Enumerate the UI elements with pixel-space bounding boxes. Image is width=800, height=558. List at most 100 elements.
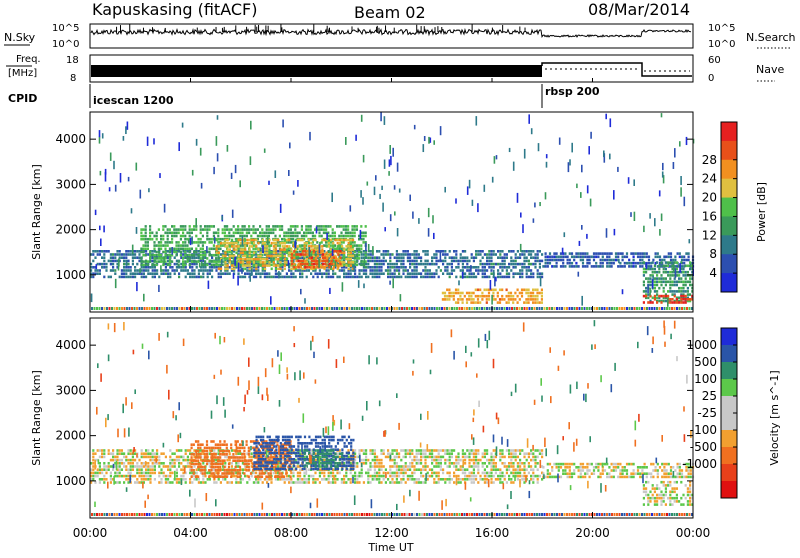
heatmap-cell	[103, 478, 105, 481]
heatmap-cell	[499, 276, 501, 279]
heatmap-cell	[380, 475, 382, 478]
heatmap-cell	[324, 266, 326, 269]
heatmap-cell	[219, 248, 221, 251]
heatmap-cell	[600, 265, 602, 268]
heatmap-baseline-cell	[144, 307, 146, 310]
heatmap-cell	[246, 264, 248, 267]
heatmap-cell	[312, 475, 314, 478]
heatmap-speckle	[304, 298, 306, 303]
heatmap-cell	[349, 232, 351, 235]
heatmap-baseline-cell	[484, 307, 486, 310]
heatmap-cell	[283, 251, 285, 254]
heatmap-speckle	[540, 278, 542, 287]
heatmap-cell	[171, 238, 173, 241]
heatmap-cell	[99, 253, 101, 256]
heatmap-cell	[477, 298, 479, 301]
date-title: 08/Mar/2014	[588, 0, 690, 19]
heatmap-cell	[446, 266, 448, 269]
heatmap-speckle	[361, 115, 363, 122]
heatmap-baseline-cell	[379, 307, 381, 310]
heatmap-cell	[369, 481, 371, 484]
heatmap-cell	[145, 475, 147, 478]
heatmap-cell	[149, 468, 151, 471]
heatmap-cell	[376, 462, 378, 465]
heatmap-cell	[174, 459, 176, 462]
heatmap-baseline-cell	[406, 307, 408, 310]
heatmap-baseline-cell	[684, 307, 686, 310]
heatmap-cell	[492, 289, 494, 292]
heatmap-cell	[228, 235, 230, 238]
heatmap-cell	[676, 290, 678, 293]
heatmap-cell	[431, 449, 433, 452]
heatmap-cell	[685, 298, 687, 301]
heatmap-baseline-cell	[289, 307, 291, 310]
heatmap-cell	[103, 481, 105, 484]
heatmap-cell	[663, 256, 665, 259]
heatmap-cell	[468, 276, 470, 279]
heatmap-cell	[271, 268, 273, 271]
heatmap-cell	[416, 452, 418, 455]
heatmap-cell	[396, 456, 398, 459]
heatmap-cell	[687, 298, 689, 301]
heatmap-cell	[374, 478, 376, 481]
heatmap-cell	[282, 248, 284, 251]
heatmap-cell	[422, 456, 424, 459]
heatmap-cell	[119, 481, 121, 484]
heatmap-cell	[215, 257, 217, 260]
heatmap-cell	[237, 462, 239, 465]
heatmap-cell	[376, 256, 378, 259]
heatmap-cell	[383, 250, 385, 253]
heatmap-cell	[479, 301, 481, 304]
heatmap-cell	[689, 281, 691, 284]
heatmap-speckle	[633, 179, 635, 186]
heatmap-cell	[595, 252, 597, 255]
heatmap-cell	[402, 475, 404, 478]
heatmap-speckle	[444, 187, 446, 193]
heatmap-baseline-cell	[669, 307, 671, 310]
heatmap-baseline-cell	[376, 307, 378, 310]
heatmap-cell	[363, 462, 365, 465]
heatmap-cell	[242, 276, 244, 279]
heatmap-cell	[539, 260, 541, 263]
heatmap-cell	[660, 277, 662, 280]
heatmap-cell	[484, 263, 486, 266]
heatmap-cell	[230, 228, 232, 231]
heatmap-cell	[582, 256, 584, 259]
heatmap-cell	[389, 452, 391, 455]
heatmap-cell	[564, 265, 566, 268]
heatmap-cell	[110, 481, 112, 484]
heatmap-cell	[105, 263, 107, 266]
heatmap-baseline-cell	[231, 307, 233, 310]
heatmap-cell	[290, 478, 292, 481]
heatmap-cell	[160, 462, 162, 465]
heatmap-cell	[149, 232, 151, 235]
heatmap-cell	[396, 253, 398, 256]
heatmap-cell	[156, 272, 158, 275]
heatmap-cell	[263, 232, 265, 235]
heatmap-cell	[400, 481, 402, 484]
heatmap-cell	[284, 276, 286, 279]
heatmap-cell	[197, 241, 199, 244]
heatmap-baseline-cell	[316, 307, 318, 310]
heatmap-cell	[189, 251, 191, 254]
heatmap-cell	[644, 256, 646, 259]
heatmap-cell	[685, 284, 687, 287]
heatmap-cell	[411, 465, 413, 468]
heatmap-cell	[644, 252, 646, 255]
heatmap-cell	[358, 452, 360, 455]
heatmap-cell	[340, 248, 342, 251]
heatmap-cell	[295, 481, 297, 484]
heatmap-cell	[169, 241, 171, 244]
heatmap-cell	[138, 475, 140, 478]
heatmap-cell	[97, 253, 99, 256]
heatmap-speckle	[533, 218, 535, 222]
heatmap-cell	[608, 262, 610, 265]
heatmap-cell	[164, 251, 166, 254]
heatmap-cell	[103, 266, 105, 269]
heatmap-baseline-cell	[304, 307, 306, 310]
heatmap-baseline-cell	[486, 307, 488, 310]
heatmap-cell	[471, 276, 473, 279]
heatmap-cell	[396, 263, 398, 266]
heatmap-cell	[678, 290, 680, 293]
heatmap-cell	[255, 258, 257, 261]
